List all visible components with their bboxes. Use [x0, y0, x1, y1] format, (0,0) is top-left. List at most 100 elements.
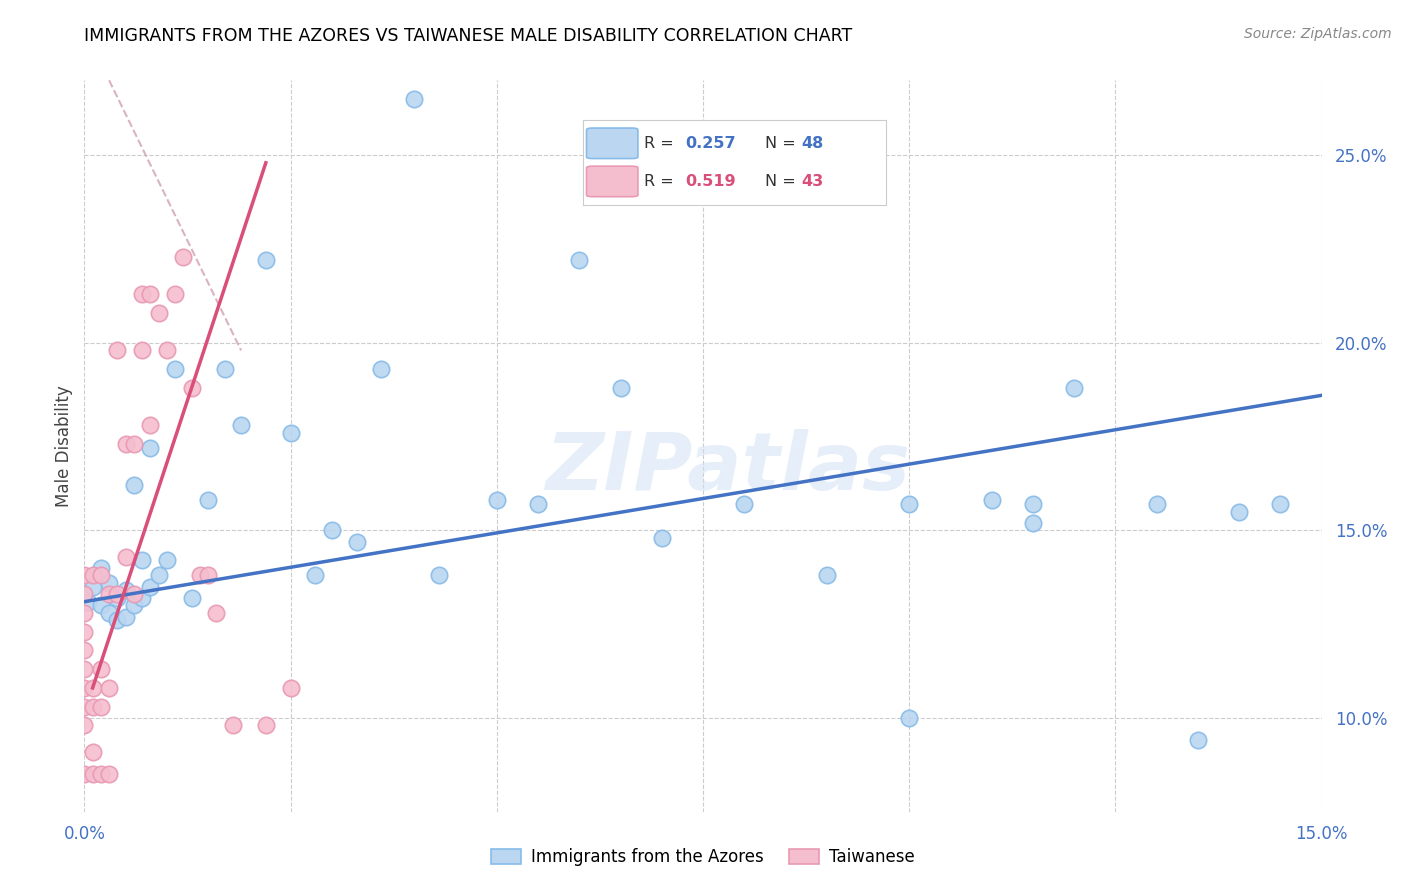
Point: [222, 718, 245, 732]
Point: [98, 767, 121, 781]
Text: N =: N =: [765, 174, 801, 189]
Point: [485, 493, 508, 508]
Point: [131, 287, 153, 301]
Point: [188, 568, 211, 582]
Point: [105, 591, 128, 605]
Point: [254, 253, 277, 268]
Point: [568, 253, 591, 268]
Point: [98, 587, 121, 601]
Point: [98, 681, 121, 695]
Point: [114, 609, 136, 624]
Point: [131, 553, 153, 567]
Point: [527, 497, 550, 511]
Point: [82, 699, 104, 714]
Point: [321, 524, 343, 538]
Point: [90, 767, 112, 781]
Point: [148, 306, 170, 320]
Legend: Immigrants from the Azores, Taiwanese: Immigrants from the Azores, Taiwanese: [485, 841, 921, 873]
Point: [122, 599, 145, 613]
Text: N =: N =: [765, 136, 801, 151]
Point: [197, 568, 219, 582]
Point: [105, 343, 128, 358]
Point: [404, 92, 426, 106]
Point: [122, 478, 145, 492]
Point: [180, 591, 202, 605]
Point: [254, 718, 277, 732]
Point: [214, 362, 236, 376]
Point: [1146, 497, 1168, 511]
Point: [165, 287, 187, 301]
Point: [980, 493, 1002, 508]
Point: [346, 534, 368, 549]
Point: [90, 699, 112, 714]
Point: [122, 587, 145, 601]
Point: [651, 531, 673, 545]
Point: [90, 568, 112, 582]
Text: R =: R =: [644, 136, 679, 151]
Point: [131, 591, 153, 605]
Point: [815, 568, 838, 582]
Point: [205, 606, 228, 620]
Point: [73, 624, 96, 639]
Text: 43: 43: [801, 174, 824, 189]
Point: [1227, 505, 1250, 519]
Point: [73, 718, 96, 732]
Point: [280, 425, 302, 440]
Point: [1270, 497, 1292, 511]
Point: [139, 287, 162, 301]
Point: [90, 662, 112, 676]
Point: [427, 568, 450, 582]
Point: [73, 681, 96, 695]
Point: [139, 580, 162, 594]
Point: [1022, 497, 1045, 511]
Point: [90, 599, 112, 613]
Text: ZIPatlas: ZIPatlas: [546, 429, 910, 507]
Point: [197, 493, 219, 508]
Point: [90, 561, 112, 575]
Point: [148, 568, 170, 582]
Point: [1022, 516, 1045, 530]
Point: [82, 580, 104, 594]
Point: [82, 745, 104, 759]
Point: [131, 343, 153, 358]
Point: [156, 553, 179, 567]
Point: [114, 583, 136, 598]
Point: [73, 568, 96, 582]
Point: [73, 643, 96, 657]
Point: [733, 497, 755, 511]
Point: [156, 343, 179, 358]
Point: [165, 362, 187, 376]
Point: [280, 681, 302, 695]
Text: 0.257: 0.257: [685, 136, 735, 151]
Point: [180, 381, 202, 395]
Point: [304, 568, 326, 582]
Point: [105, 614, 128, 628]
Point: [98, 575, 121, 590]
Point: [139, 441, 162, 455]
Point: [172, 250, 194, 264]
Point: [898, 497, 921, 511]
Point: [609, 381, 631, 395]
Point: [105, 587, 128, 601]
FancyBboxPatch shape: [586, 166, 638, 196]
Point: [122, 437, 145, 451]
Point: [370, 362, 392, 376]
Point: [98, 606, 121, 620]
Point: [73, 767, 96, 781]
FancyBboxPatch shape: [586, 128, 638, 159]
Text: IMMIGRANTS FROM THE AZORES VS TAIWANESE MALE DISABILITY CORRELATION CHART: IMMIGRANTS FROM THE AZORES VS TAIWANESE …: [84, 27, 852, 45]
Point: [114, 549, 136, 564]
Point: [1187, 733, 1209, 747]
Point: [73, 606, 96, 620]
Point: [139, 418, 162, 433]
Point: [77, 595, 100, 609]
Point: [229, 418, 252, 433]
Point: [73, 662, 96, 676]
Point: [114, 437, 136, 451]
Text: R =: R =: [644, 174, 679, 189]
Point: [73, 587, 96, 601]
Point: [1063, 381, 1085, 395]
Point: [82, 767, 104, 781]
Text: Source: ZipAtlas.com: Source: ZipAtlas.com: [1244, 27, 1392, 41]
Y-axis label: Male Disability: Male Disability: [55, 385, 73, 507]
